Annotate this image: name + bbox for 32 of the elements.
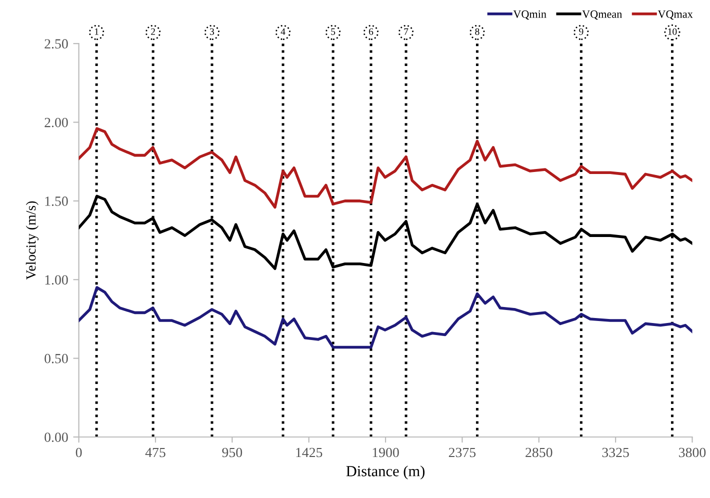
x-tick-label: 950 <box>222 448 242 458</box>
annotation: 7 <box>404 28 408 35</box>
legend-label: VQmean <box>582 10 622 20</box>
annotation: 5 <box>331 28 336 35</box>
annotation: 1 <box>94 28 98 35</box>
y-axis-title: Velocity (m/s) <box>26 201 39 280</box>
x-tick-label: 3325 <box>602 448 629 458</box>
x-tick-label: 2850 <box>526 448 552 458</box>
y-tick-label: 2.00 <box>44 118 68 128</box>
y-tick-label: 1.50 <box>45 196 68 206</box>
annotation: 4 <box>280 28 286 35</box>
x-tick-label: 1900 <box>372 448 399 458</box>
y-tick-label: 0.50 <box>44 354 68 364</box>
x-tick-label: 2375 <box>448 448 476 458</box>
y-tick-label: 1.00 <box>45 275 68 285</box>
x-tick-label: 1425 <box>296 448 322 458</box>
x-tick-label: 475 <box>145 448 166 458</box>
x-tick-label: 0 <box>76 448 82 458</box>
annotation: 6 <box>368 28 374 35</box>
annotation: 3 <box>210 28 214 35</box>
annotation: 8 <box>475 28 480 35</box>
annotation: 9 <box>579 28 584 35</box>
legend-label: VQmin <box>513 10 546 20</box>
line-series <box>78 127 692 209</box>
x-axis-title: Distance (m) <box>346 466 425 480</box>
y-tick-label: 2.50 <box>44 39 68 49</box>
legend-label: VQmax <box>658 10 693 20</box>
y-tick-label: 0.00 <box>44 432 68 442</box>
annotation: 10 <box>668 28 677 35</box>
annotation: 2 <box>151 28 155 35</box>
line-series <box>78 286 692 349</box>
x-tick-label: 3800 <box>679 448 706 458</box>
